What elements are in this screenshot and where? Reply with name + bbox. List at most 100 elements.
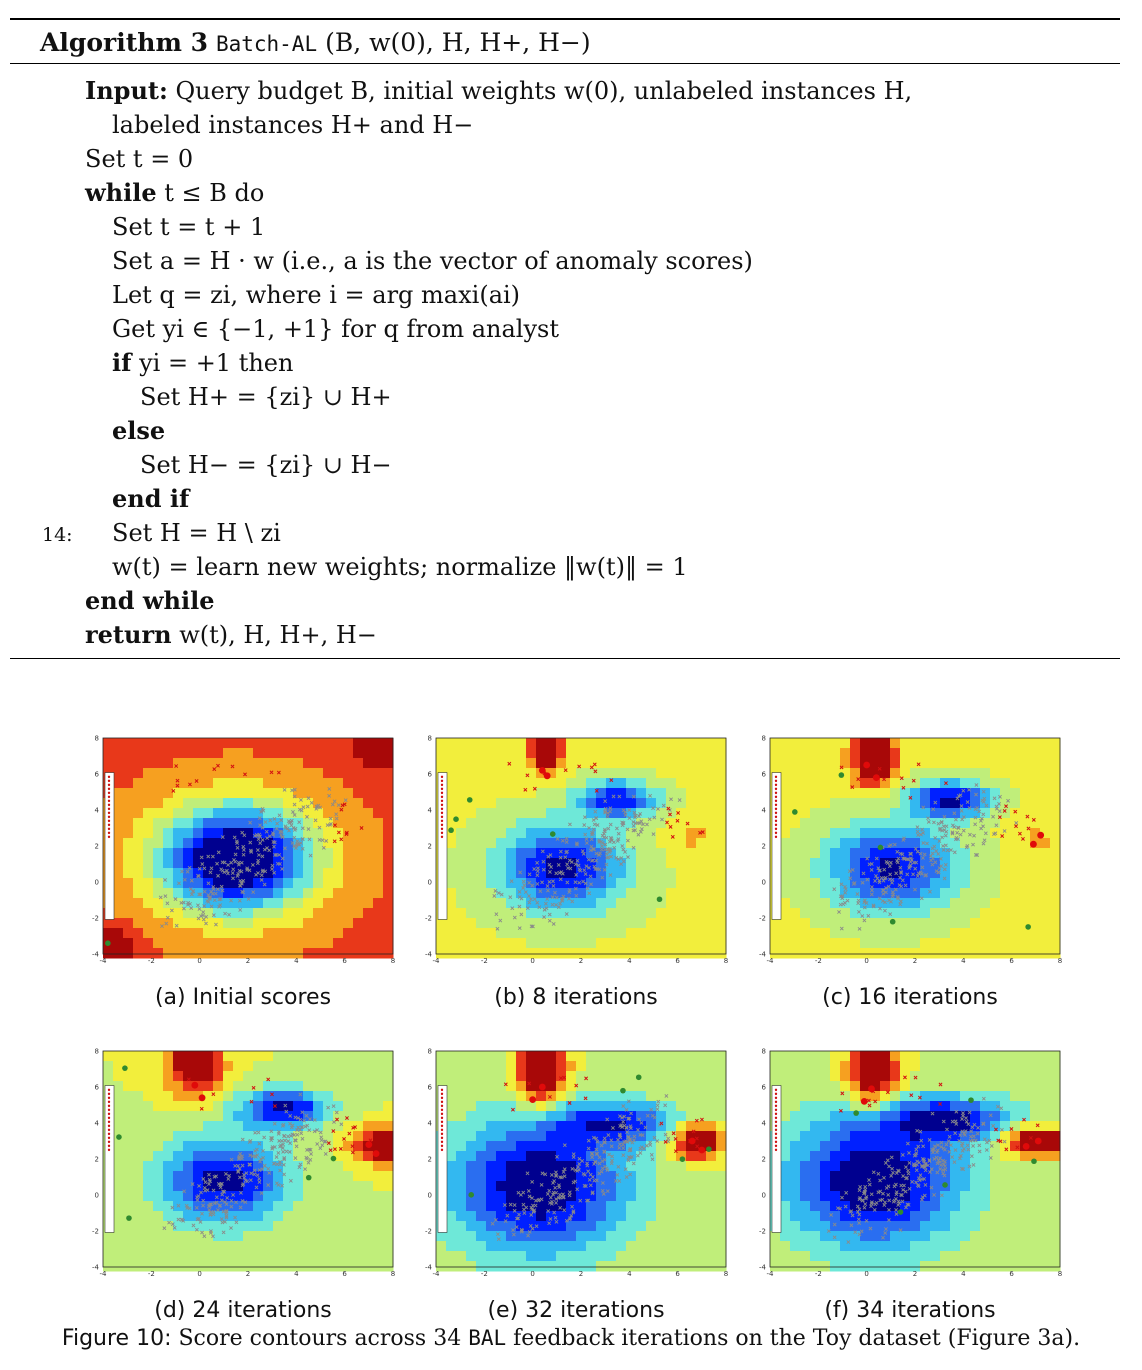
contour-cell	[676, 1171, 687, 1182]
contour-cell	[506, 928, 517, 939]
nominal-point	[300, 826, 305, 831]
contour-cell	[656, 1071, 667, 1082]
contour-cell	[466, 1101, 477, 1112]
nominal-point	[261, 1149, 265, 1153]
contour-cell	[143, 918, 154, 929]
contour-cell	[566, 908, 577, 919]
contour-cell	[586, 868, 597, 879]
nominal-point	[660, 817, 664, 822]
nominal-point	[259, 878, 264, 882]
contour-cell	[800, 868, 811, 879]
nominal-point	[309, 800, 314, 805]
nominal-point	[529, 1213, 534, 1217]
contour-cell	[283, 798, 294, 809]
contour-cell	[940, 798, 951, 809]
nominal-point	[527, 872, 532, 877]
nominal-point	[900, 852, 905, 857]
contour-cell	[900, 878, 911, 889]
nominal-point	[608, 806, 613, 811]
contour-cell	[486, 858, 497, 869]
contour-cell	[243, 1141, 254, 1152]
contour-cell	[173, 748, 184, 759]
nominal-point	[907, 864, 912, 869]
nominal-point	[297, 820, 302, 825]
nominal-point	[899, 871, 904, 875]
contour-cell	[810, 888, 821, 899]
contour-cell	[516, 1211, 527, 1222]
contour-cell	[940, 758, 951, 769]
contour-cell	[263, 1171, 274, 1182]
contour-cell	[556, 828, 567, 839]
contour-cell	[960, 778, 971, 789]
nominal-point	[248, 1178, 253, 1183]
contour-cell	[253, 1061, 264, 1072]
nominal-point	[298, 841, 303, 845]
nominal-point	[553, 890, 557, 895]
contour-cell	[970, 748, 981, 759]
nominal-point	[213, 891, 218, 896]
algo-keyword: if	[112, 348, 132, 377]
nominal-point	[994, 823, 999, 828]
contour-cell	[313, 1161, 324, 1172]
contour-cell	[566, 1221, 577, 1232]
contour-cell	[706, 1061, 717, 1072]
contour-cell	[456, 768, 467, 779]
contour-cell	[780, 878, 791, 889]
contour-cell	[696, 908, 707, 919]
contour-cell	[323, 928, 334, 939]
contour-cell	[506, 748, 517, 759]
contour-cell	[526, 778, 537, 789]
queried-nominal	[453, 816, 459, 823]
contour-cell	[466, 908, 477, 919]
contour-cell	[343, 1191, 354, 1202]
contour-cell	[343, 868, 354, 879]
contour-cell	[253, 848, 264, 859]
nominal-point	[582, 1172, 587, 1177]
contour-cell	[920, 928, 931, 939]
contour-cell	[940, 898, 951, 909]
contour-cell	[243, 908, 254, 919]
contour-cell	[213, 1141, 224, 1152]
contour-cell	[636, 748, 647, 759]
contour-cell	[333, 1261, 344, 1272]
x-tick-label: 8	[724, 957, 728, 965]
contour-cell	[183, 1121, 194, 1132]
contour-cell	[343, 1221, 354, 1232]
contour-cell	[293, 748, 304, 759]
nominal-point	[641, 822, 645, 827]
contour-cell	[323, 1231, 334, 1242]
contour-cell	[596, 818, 607, 829]
contour-cell	[143, 1071, 154, 1082]
contour-cell	[1040, 848, 1051, 859]
nominal-point	[608, 873, 613, 877]
contour-cell	[456, 828, 467, 839]
contour-cell	[900, 898, 911, 909]
contour-cell	[203, 908, 214, 919]
contour-cell	[103, 1071, 114, 1082]
contour-cell	[233, 888, 244, 899]
contour-cell	[193, 1121, 204, 1132]
nominal-point	[220, 888, 225, 893]
contour-cell	[780, 1071, 791, 1082]
contour-cell	[323, 828, 334, 839]
contour-cell	[283, 848, 294, 859]
contour-cell	[323, 758, 334, 769]
nominal-point	[918, 851, 923, 856]
contour-cell	[373, 808, 384, 819]
contour-cell	[213, 808, 224, 819]
contour-cell	[313, 848, 324, 859]
contour-cell	[800, 748, 811, 759]
contour-cell	[486, 738, 497, 749]
nominal-point	[293, 1115, 298, 1120]
contour-cell	[183, 868, 194, 879]
contour-cell	[253, 1251, 264, 1262]
nominal-point	[941, 848, 946, 852]
contour-cell	[646, 1251, 657, 1262]
contour-cell	[486, 1181, 497, 1192]
contour-cell	[313, 1141, 324, 1152]
contour-cell	[253, 1091, 264, 1102]
contour-cell	[910, 848, 921, 859]
contour-cell	[646, 1221, 657, 1232]
contour-cell	[606, 928, 617, 939]
nominal-point	[529, 897, 533, 902]
